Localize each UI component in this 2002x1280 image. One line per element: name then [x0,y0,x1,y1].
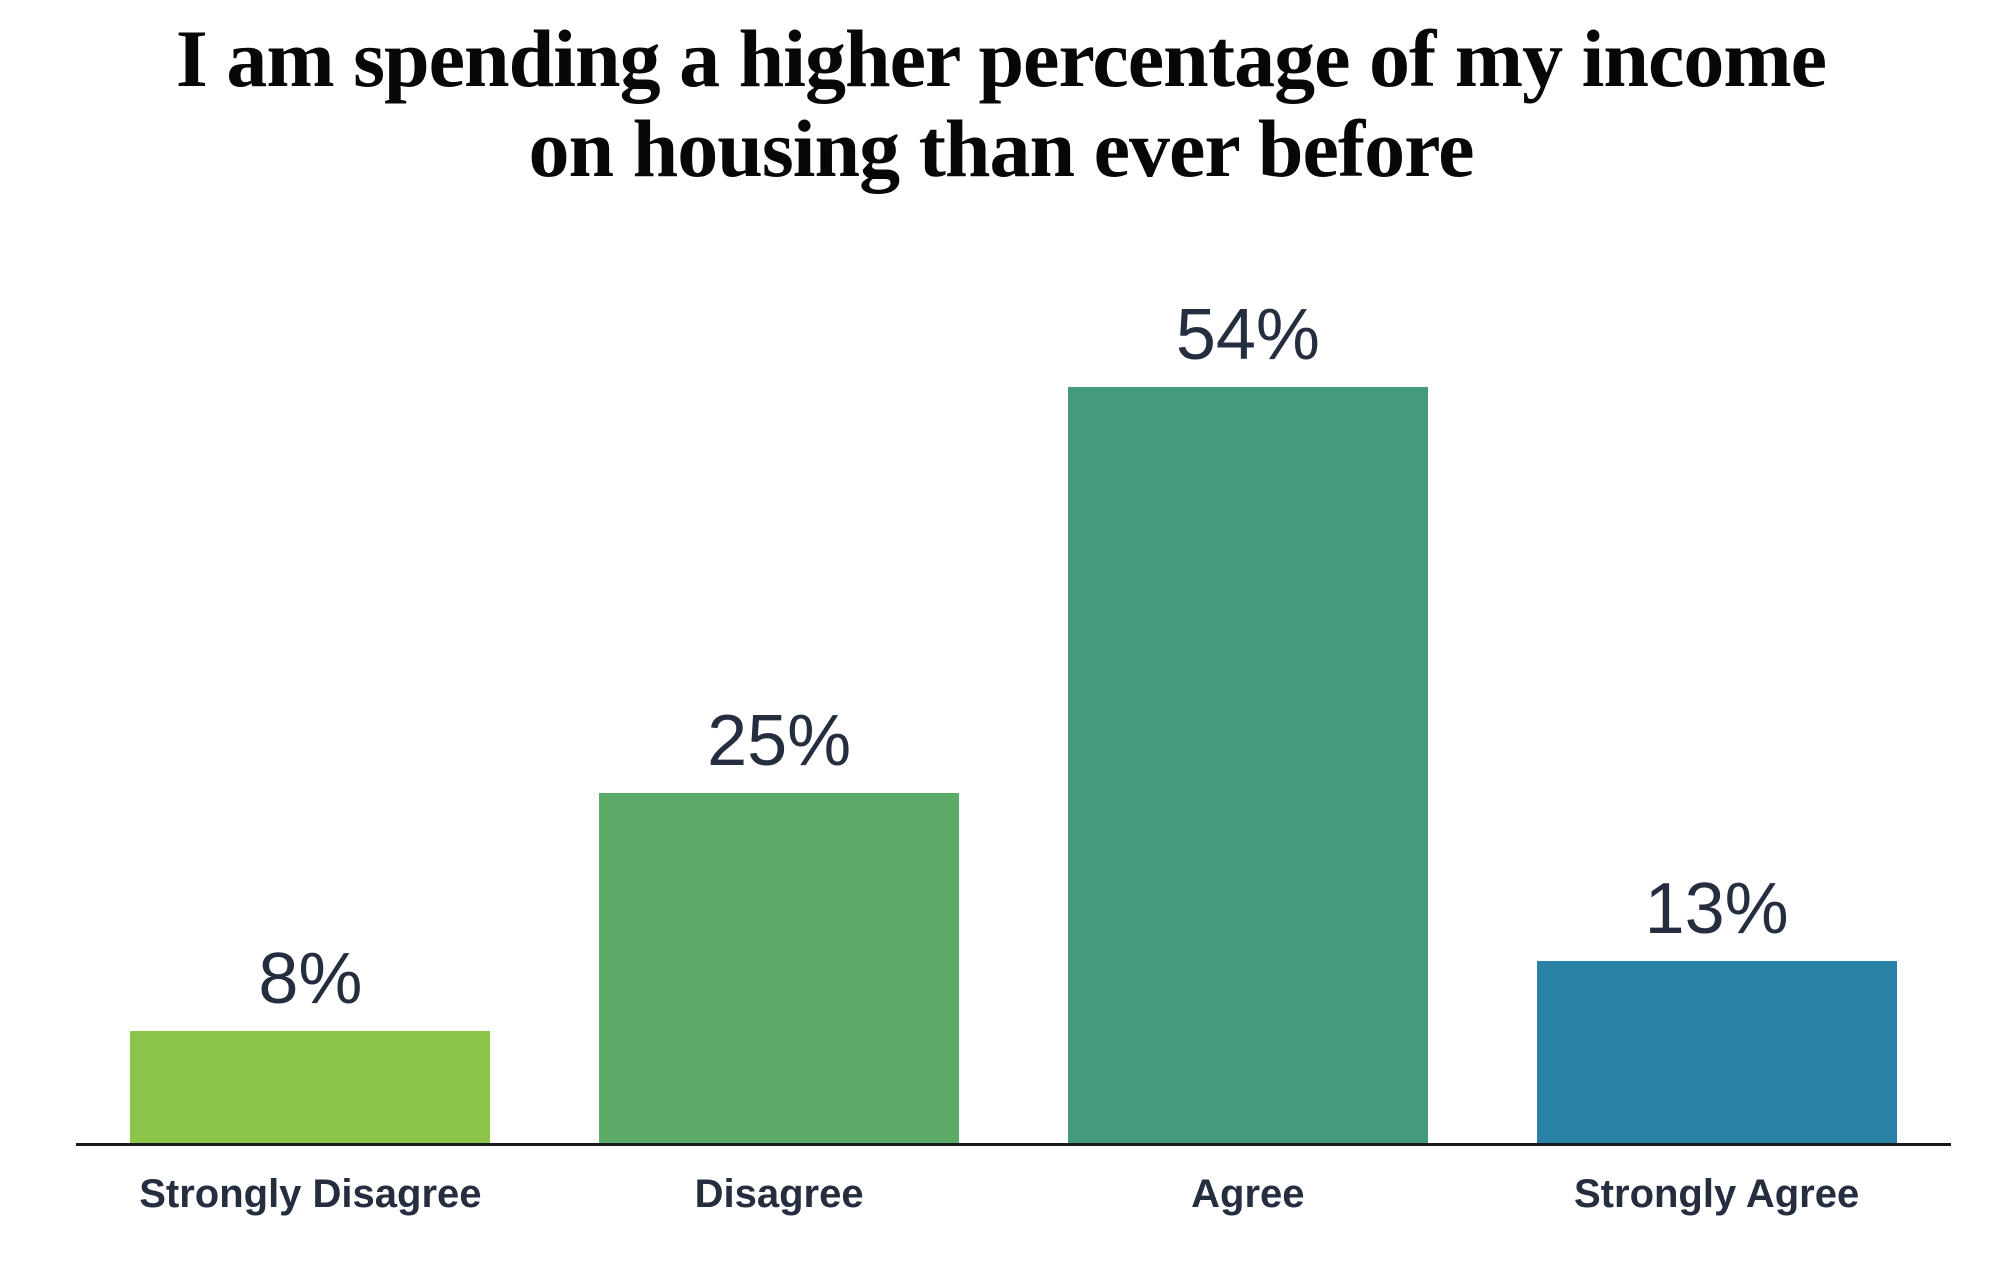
x-axis-label-strongly-agree: Strongly Agree [1574,1172,1860,1216]
bar-value-label: 54% [1175,295,1320,375]
x-axis-line [76,1143,1951,1146]
bar-strongly-disagree [130,1031,491,1143]
chart-title: I am spending a higher percentage of my … [175,13,1827,194]
bar-column-strongly-disagree: 8% [76,273,545,1143]
bar-strongly-agree [1536,961,1897,1143]
bar-value-label: 25% [707,701,852,781]
bar-value-label: 8% [258,939,363,1019]
x-axis-label-disagree: Disagree [694,1172,864,1216]
bar-value-label: 13% [1644,869,1789,949]
x-axis-label-agree: Agree [1191,1172,1305,1216]
x-axis-label-strongly-disagree: Strongly Disagree [139,1172,482,1216]
bar-disagree [599,793,960,1143]
bar-column-disagree: 25% [545,273,1014,1143]
bar-column-strongly-agree: 13% [1482,273,1951,1143]
bar-agree [1067,387,1428,1143]
plot-area: 8% 25% 54% 13% [76,273,1951,1143]
x-axis-labels: Strongly Disagree Disagree Agree Strongly A… [76,1166,1951,1222]
bar-column-agree: 54% [1014,273,1483,1143]
